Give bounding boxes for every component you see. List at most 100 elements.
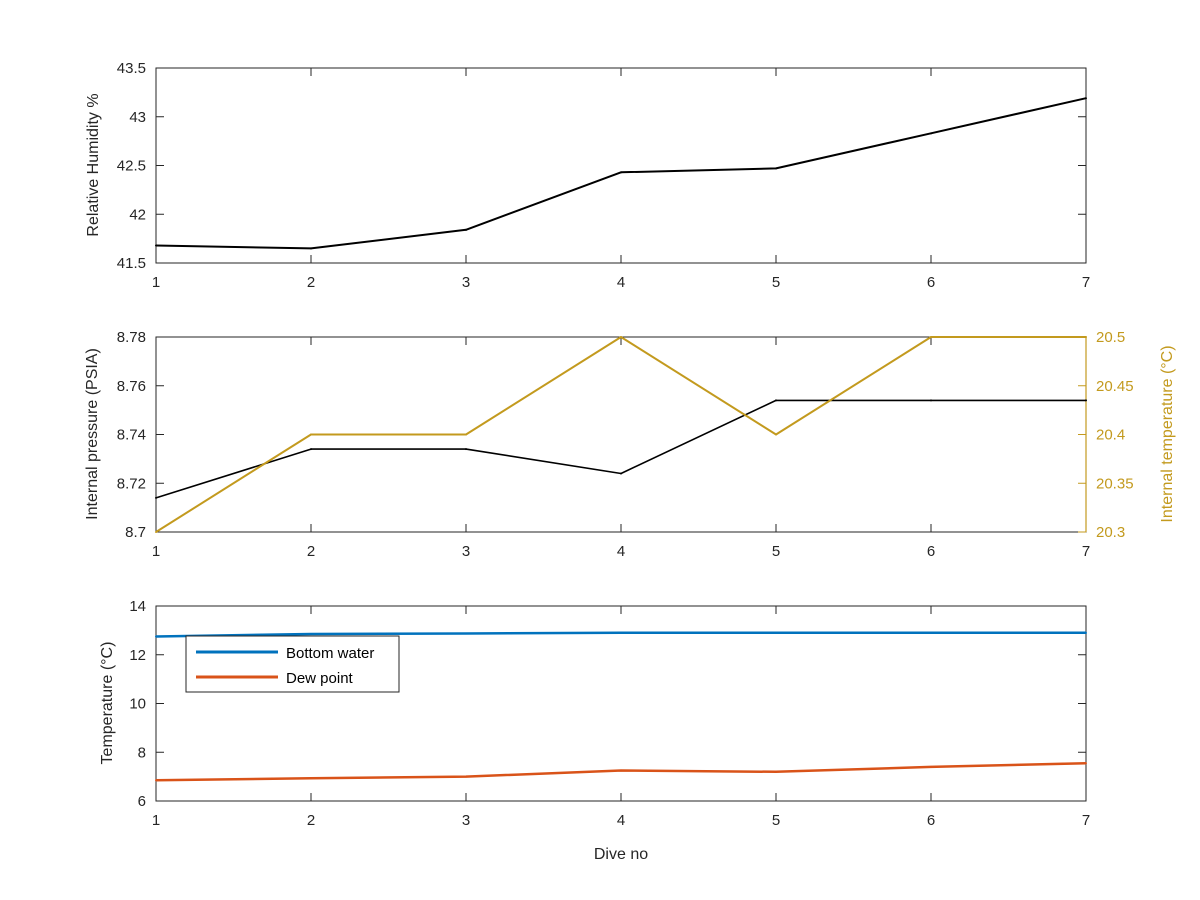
x-tick-label: 5: [772, 543, 780, 560]
data-point: [1085, 399, 1087, 402]
data-point: [155, 635, 157, 638]
panel-humidity: 1 2 3 4 5 6 7 41.5 42 42.5 43 43.5 Relative Humidi…: [85, 60, 1090, 291]
x-tick-label: 4: [617, 812, 625, 829]
data-point: [930, 631, 932, 634]
panel-humidity-ylabel: Relative Humidity %: [85, 93, 102, 236]
panel-pressure-ylabel: Internal pressure (PSIA): [84, 348, 101, 520]
data-point: [775, 770, 777, 773]
series-line: [155, 761, 1087, 782]
legend: Bottom water Dew point: [185, 635, 400, 693]
panel-pressure-ylabel-right: Internal temperature (°C): [1159, 345, 1176, 522]
y-tick-label: 10: [129, 696, 146, 713]
data-point: [1085, 97, 1087, 100]
x-tick-label: 1: [152, 812, 160, 829]
x-tick-label: 7: [1082, 812, 1090, 829]
data-point: [310, 247, 312, 250]
panel-humidity-xticks: 1 2 3 4 5 6 7: [152, 68, 1090, 291]
data-point: [465, 632, 467, 635]
y-tick-label: 14: [129, 598, 146, 615]
panel-humidity-lines: [155, 97, 1087, 250]
x-tick-label: 6: [927, 543, 935, 560]
data-point: [1085, 762, 1087, 765]
data-point: [775, 631, 777, 634]
data-point: [310, 433, 312, 436]
y-tick-label: 8.72: [117, 475, 146, 492]
y-tick-label: 42.5: [117, 158, 146, 175]
x-tick-label: 3: [462, 274, 470, 291]
panel-pressure-axes-box: [155, 336, 1087, 533]
legend-label-bottom-water: Bottom water: [286, 645, 374, 662]
data-point: [310, 777, 312, 780]
data-point: [465, 775, 467, 778]
data-point: [620, 171, 622, 174]
data-point: [930, 765, 932, 768]
panel-temperature-ylabel: Temperature (°C): [99, 642, 116, 765]
y-tick-label: 8: [138, 744, 146, 761]
data-point: [310, 448, 312, 451]
y-tick-label: 8.78: [117, 329, 146, 346]
data-point: [775, 433, 777, 436]
x-tick-label: 2: [307, 812, 315, 829]
y-right-tick-label: 20.35: [1096, 475, 1134, 492]
legend-label-dew-point: Dew point: [286, 670, 354, 687]
x-tick-label: 2: [307, 274, 315, 291]
x-tick-label: 7: [1082, 274, 1090, 291]
data-point: [930, 336, 932, 338]
y-tick-label: 43: [129, 109, 146, 126]
panel-humidity-axes-box: [155, 67, 1087, 264]
y-right-tick-label: 20.4: [1096, 427, 1125, 444]
data-point: [930, 132, 932, 135]
panel-pressure-yticks: 8.7 8.72 8.74 8.76 8.78: [117, 329, 164, 541]
data-point: [620, 769, 622, 772]
x-tick-label: 3: [462, 543, 470, 560]
data-point: [1085, 631, 1087, 634]
y-tick-label: 12: [129, 647, 146, 664]
panel-temperature-xlabel: Dive no: [594, 846, 648, 863]
legend-box: [185, 635, 400, 693]
x-tick-label: 7: [1082, 543, 1090, 560]
data-point: [1085, 336, 1087, 338]
panel-temperature-xticks: 1 2 3 4 5 6 7: [152, 606, 1090, 829]
x-tick-label: 3: [462, 812, 470, 829]
data-point: [620, 631, 622, 634]
y-tick-label: 8.76: [117, 378, 146, 395]
series-line: [155, 399, 1086, 499]
x-tick-label: 6: [927, 812, 935, 829]
y-tick-label: 6: [138, 793, 146, 810]
data-point: [155, 496, 157, 499]
panel-temperature-yticks: 6 8 10 12 14: [129, 598, 1086, 810]
x-tick-label: 5: [772, 812, 780, 829]
data-point: [155, 244, 157, 247]
x-tick-label: 4: [617, 274, 625, 291]
data-point: [465, 433, 467, 436]
panel-temperature-lines: [155, 631, 1087, 782]
y-tick-label: 41.5: [117, 255, 146, 272]
data-point: [620, 336, 622, 338]
data-point: [155, 779, 157, 782]
panel-humidity-yticks: 41.5 42 42.5 43 43.5: [117, 60, 1086, 272]
data-point: [465, 448, 467, 451]
y-right-tick-label: 20.45: [1096, 378, 1134, 395]
panel-pressure-xticks: 1 2 3 4 5 6 7: [152, 337, 1090, 560]
y-tick-label: 8.74: [117, 427, 146, 444]
panel-pressure-lines: [155, 336, 1087, 533]
x-tick-label: 5: [772, 274, 780, 291]
y-right-tick-label: 20.5: [1096, 329, 1125, 346]
series-line: [155, 336, 1086, 533]
y-tick-label: 8.7: [125, 524, 146, 541]
data-point: [155, 531, 157, 533]
y-right-tick-label: 20.3: [1096, 524, 1125, 541]
x-tick-label: 1: [152, 274, 160, 291]
data-point: [775, 399, 777, 402]
panel-pressure-yticks-right: 20.3 20.35 20.4 20.45 20.5: [1078, 329, 1134, 541]
x-tick-label: 4: [617, 543, 625, 560]
data-point: [620, 472, 622, 475]
data-point: [310, 633, 312, 636]
x-tick-label: 1: [152, 543, 160, 560]
x-tick-label: 6: [927, 274, 935, 291]
data-point: [465, 228, 467, 231]
data-point: [930, 399, 932, 402]
